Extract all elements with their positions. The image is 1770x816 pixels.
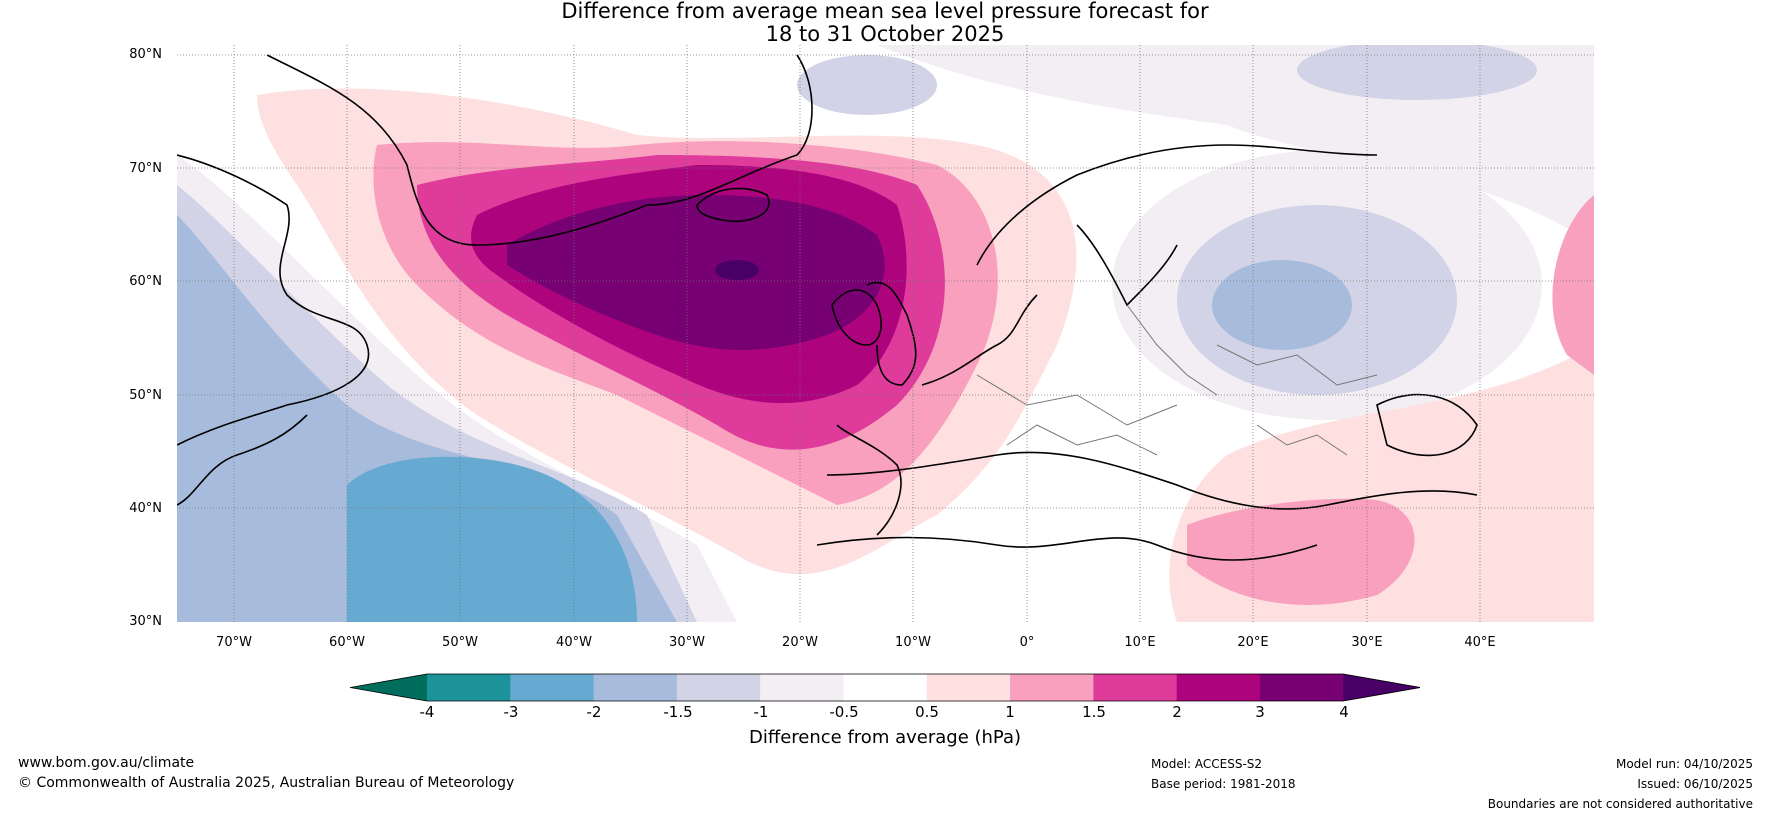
colorbar-segment [676, 674, 761, 701]
contour-neg-2-3-west [347, 456, 637, 622]
colorbar-extend-max [1343, 674, 1420, 701]
footer-disclaimer: Boundaries are not considered authoritat… [1487, 797, 1753, 811]
map-title: Difference from average mean sea level p… [561, 0, 1209, 23]
footer-base-period: Base period: 1981-2018 [1151, 777, 1296, 791]
colorbar-tick: -2 [586, 703, 602, 721]
lat-label-40n: 40°N [129, 501, 162, 516]
colorbar-segment [1093, 674, 1178, 701]
lon-label-20e: 20°E [1237, 635, 1269, 650]
lon-label-10e: 10°E [1124, 635, 1156, 650]
colorbar-segment [926, 674, 1011, 701]
lon-label-30w: 30°W [669, 635, 705, 650]
lon-label-40w: 40°W [556, 635, 592, 650]
contour-neg-arctic [177, 45, 1594, 245]
colorbar-segment [1260, 674, 1344, 701]
contour-pos-above-4 [715, 260, 759, 280]
colorbar-segment [760, 674, 844, 701]
footer-website: www.bom.gov.au/climate [18, 755, 195, 771]
lon-label-0: 0° [1019, 635, 1035, 650]
colorbar-segment [1176, 674, 1261, 701]
colorbar-tick: 2 [1172, 703, 1182, 721]
country-borders [976, 304, 1378, 456]
colorbar-tick: -1.5 [663, 703, 693, 721]
contour-neg-arctic-b2 [1297, 45, 1537, 100]
footer-model-run: Model run: 04/10/2025 [1615, 757, 1753, 771]
lat-label-80n: 80°N [129, 47, 162, 62]
footer-copyright: © Commonwealth of Australia 2025, Austra… [18, 775, 515, 791]
lon-label-10w: 10°W [895, 635, 931, 650]
colorbar-tick: -1 [753, 703, 769, 721]
colorbar-segment [1010, 674, 1094, 701]
colorbar [350, 673, 1420, 702]
colorbar-segment [843, 674, 928, 701]
colorbar-segment [427, 674, 511, 701]
graticule [177, 45, 1594, 622]
lon-label-60w: 60°W [329, 635, 365, 650]
colorbar-segment [510, 674, 595, 701]
lon-label-50w: 50°W [442, 635, 478, 650]
colorbar-tick: -0.5 [829, 703, 859, 721]
contour-pos-east-1-15b [1552, 195, 1594, 375]
colorbar-tick: -3 [503, 703, 519, 721]
lon-label-30e: 30°E [1351, 635, 1383, 650]
lat-label-60n: 60°N [129, 274, 162, 289]
colorbar-segment [593, 674, 678, 701]
colorbar-tick: 3 [1255, 703, 1265, 721]
lat-label-50n: 50°N [129, 388, 162, 403]
lat-label-30n: 30°N [129, 614, 162, 629]
colorbar-extend-min [350, 674, 427, 701]
footer-model: Model: ACCESS-S2 [1151, 757, 1263, 771]
colorbar-tick: 1.5 [1082, 703, 1106, 721]
pressure-anomaly-map [177, 45, 1594, 622]
lon-label-70w: 70°W [216, 635, 252, 650]
colorbar-tick: 1 [1005, 703, 1015, 721]
contour-pos-3-4 [507, 195, 885, 350]
lon-label-40e: 40°E [1464, 635, 1496, 650]
colorbar-tick: -4 [419, 703, 435, 721]
footer-issued: Issued: 06/10/2025 [1637, 777, 1753, 791]
colorbar-label: Difference from average (hPa) [748, 727, 1022, 748]
colorbar-tick: 4 [1339, 703, 1349, 721]
lon-label-20w: 20°W [782, 635, 818, 650]
contour-neg-arctic-b1 [797, 55, 937, 115]
contour-pos-east-1-15 [1187, 498, 1415, 605]
coastlines [177, 54, 1478, 561]
lat-label-70n: 70°N [129, 161, 162, 176]
colorbar-tick: 0.5 [915, 703, 939, 721]
contour-neg-scandi-3 [1212, 260, 1352, 350]
map-subtitle-date-range: 18 to 31 October 2025 [765, 22, 1005, 46]
colorbar-outline [350, 673, 1420, 702]
